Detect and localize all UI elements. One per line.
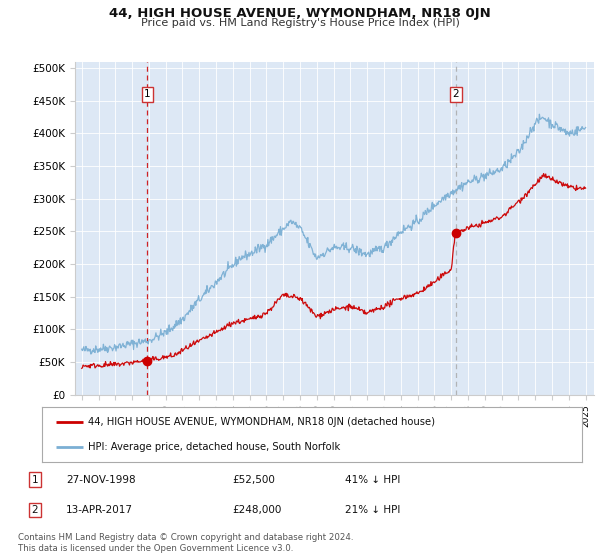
Text: HPI: Average price, detached house, South Norfolk: HPI: Average price, detached house, Sout… <box>88 442 340 452</box>
Text: Contains HM Land Registry data © Crown copyright and database right 2024.
This d: Contains HM Land Registry data © Crown c… <box>18 533 353 553</box>
Text: 41% ↓ HPI: 41% ↓ HPI <box>345 474 400 484</box>
Text: £52,500: £52,500 <box>232 474 275 484</box>
Text: 2: 2 <box>32 505 38 515</box>
Text: 2: 2 <box>452 89 459 99</box>
Text: 27-NOV-1998: 27-NOV-1998 <box>66 474 136 484</box>
Text: Price paid vs. HM Land Registry's House Price Index (HPI): Price paid vs. HM Land Registry's House … <box>140 18 460 28</box>
Text: 44, HIGH HOUSE AVENUE, WYMONDHAM, NR18 0JN: 44, HIGH HOUSE AVENUE, WYMONDHAM, NR18 0… <box>109 7 491 20</box>
Text: 1: 1 <box>144 89 151 99</box>
Text: 1: 1 <box>32 474 38 484</box>
Text: 13-APR-2017: 13-APR-2017 <box>66 505 133 515</box>
Text: 44, HIGH HOUSE AVENUE, WYMONDHAM, NR18 0JN (detached house): 44, HIGH HOUSE AVENUE, WYMONDHAM, NR18 0… <box>88 417 435 427</box>
Text: £248,000: £248,000 <box>232 505 281 515</box>
Text: 21% ↓ HPI: 21% ↓ HPI <box>345 505 400 515</box>
